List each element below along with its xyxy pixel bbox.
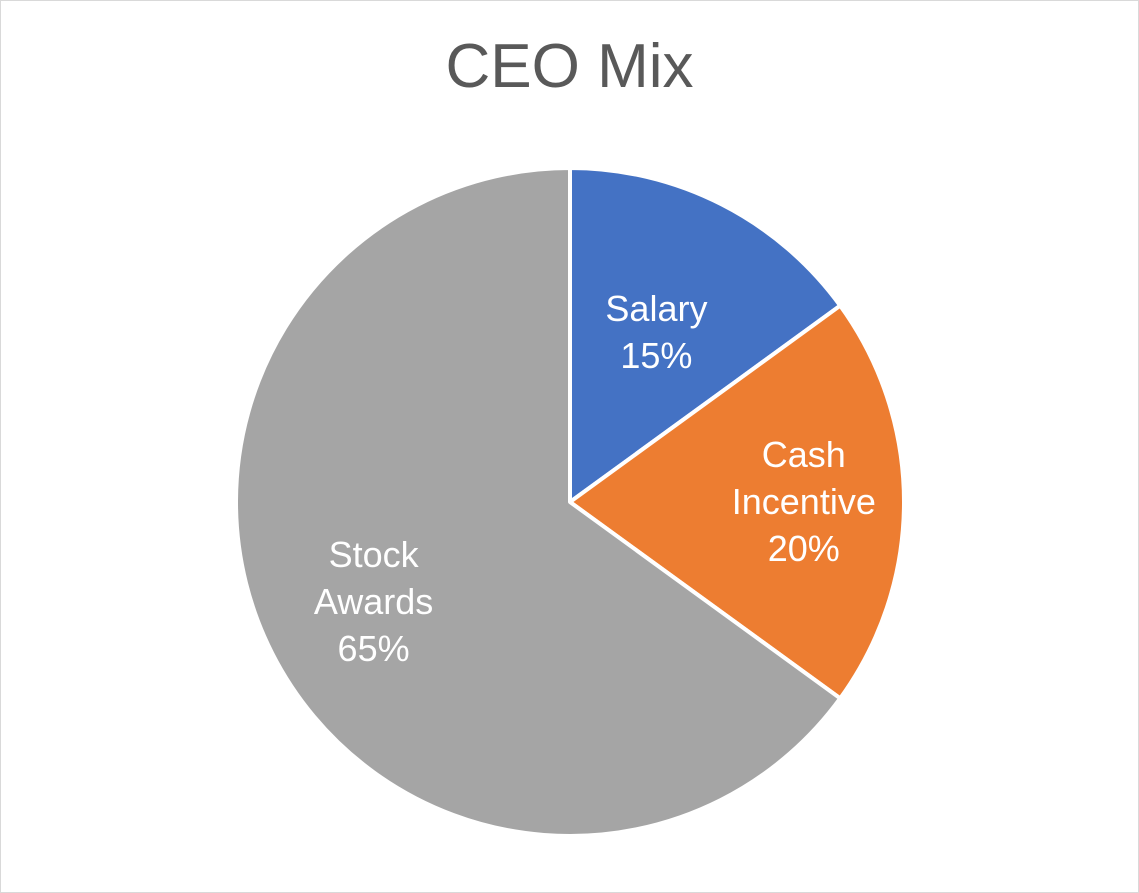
data-label-stock-awards: Stock Awards 65% — [314, 534, 433, 669]
data-label-salary: Salary 15% — [605, 288, 707, 376]
chart-title: CEO Mix — [445, 32, 694, 101]
pie-slice-stock-awards — [234, 166, 843, 838]
data-label-cash-incentive: Cash Incentive 20% — [732, 434, 876, 569]
pie-slice-cash-incentive — [568, 303, 906, 701]
pie-slice-salary — [568, 166, 843, 504]
